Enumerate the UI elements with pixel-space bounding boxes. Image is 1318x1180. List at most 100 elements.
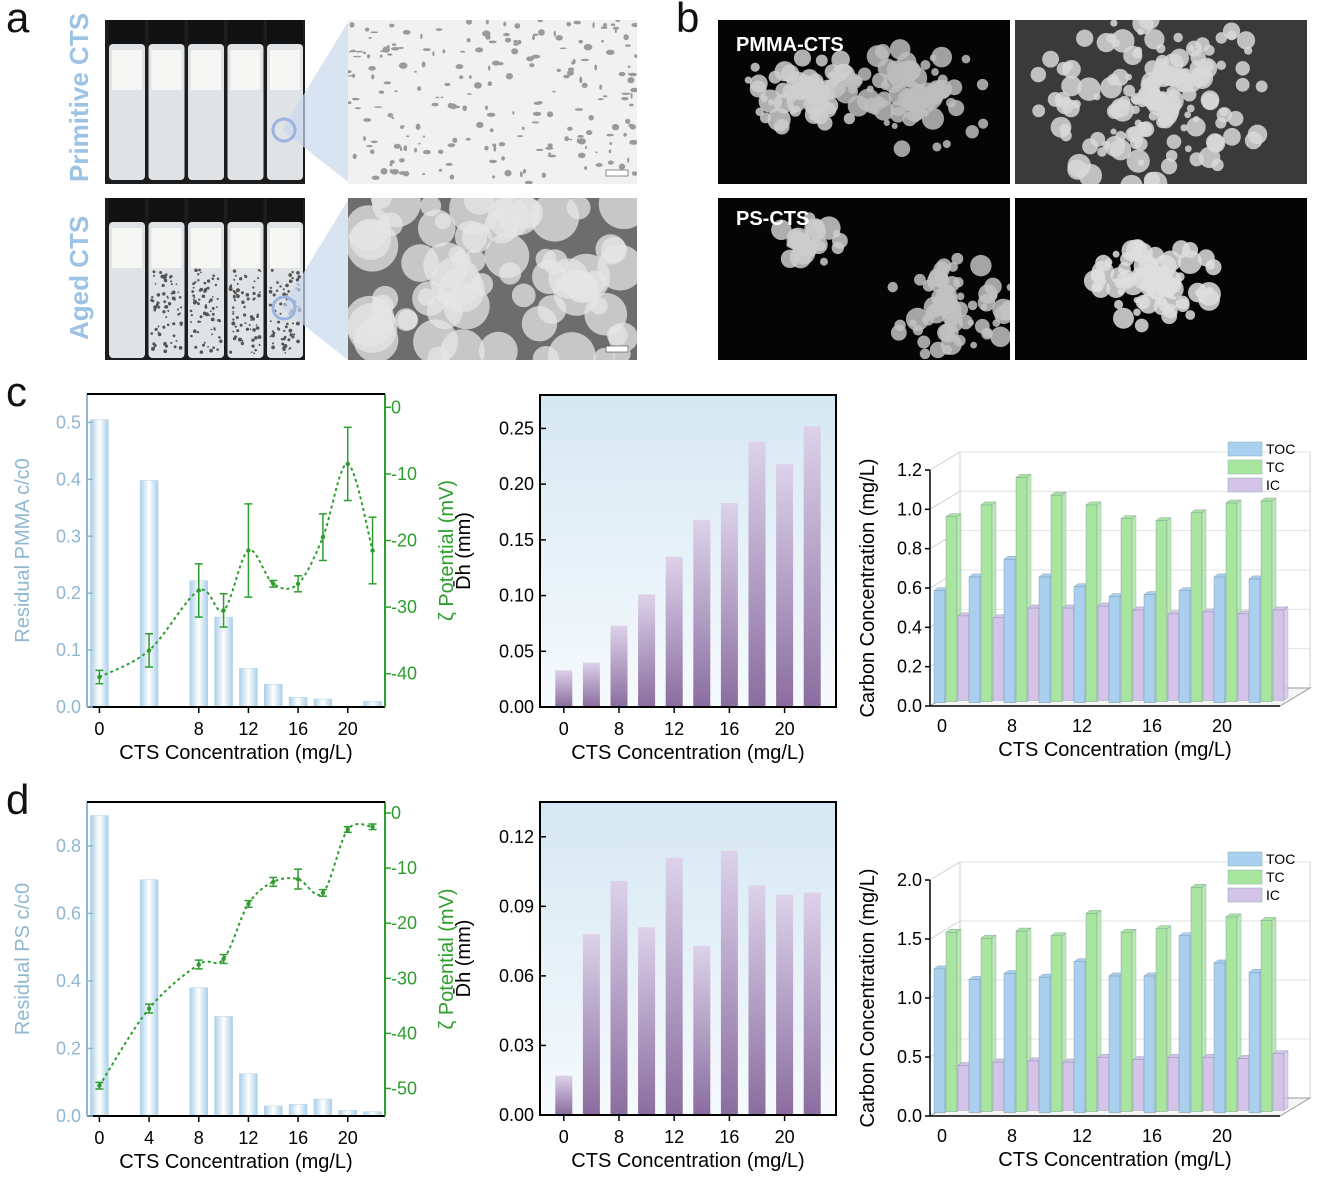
micro-particle <box>421 61 426 68</box>
x-tick-label: 12 <box>664 719 684 739</box>
panel-letter-a: a <box>6 0 30 41</box>
sem-floc <box>1097 147 1107 157</box>
bar-ic <box>1097 1057 1110 1111</box>
sem-floc <box>1205 286 1214 295</box>
bar-toc <box>1003 559 1016 704</box>
bar <box>748 885 766 1115</box>
vial-speck <box>288 328 293 333</box>
bar-toc <box>1038 976 1051 1113</box>
bar-toc <box>1003 973 1016 1114</box>
sem-floc <box>1186 117 1206 137</box>
micro-particle <box>503 32 510 37</box>
vial-speck <box>161 283 165 288</box>
micro-particle <box>460 50 466 53</box>
bar-toc <box>1073 586 1086 703</box>
micro-particle <box>349 22 355 28</box>
micro-particle <box>476 121 484 128</box>
vial-speck <box>269 335 272 338</box>
vial-speck <box>229 350 233 354</box>
vial-speck <box>171 322 175 325</box>
x-tick-label: 20 <box>1212 1126 1232 1146</box>
micro-particle <box>390 168 400 175</box>
y2-tick-label: -20 <box>391 913 417 933</box>
vial-speck <box>156 293 161 297</box>
vial-speck <box>252 291 256 296</box>
micro-particle <box>391 43 397 46</box>
vial-speck <box>165 316 168 319</box>
micro-particle <box>492 143 497 147</box>
bar-toc <box>1038 576 1051 704</box>
micro-floc <box>511 283 536 308</box>
micro-particle <box>452 137 458 143</box>
micro-particle <box>468 75 472 79</box>
ps-cts-flocs-2 <box>1083 239 1222 333</box>
sem-floc <box>760 95 768 103</box>
vial-cap <box>227 198 264 222</box>
vial-speck <box>204 305 208 309</box>
bar <box>139 480 159 708</box>
bar-tc <box>1155 520 1168 702</box>
bar-toc <box>1073 961 1086 1114</box>
micro-particle <box>610 23 616 27</box>
vial-speck <box>207 345 209 348</box>
sem-floc <box>942 140 951 149</box>
vial-speck <box>234 325 237 328</box>
vial-speck <box>259 291 261 294</box>
micro-particle <box>474 82 482 89</box>
micro-particle <box>588 114 594 121</box>
bar-ic <box>992 617 1005 701</box>
bar <box>264 1105 283 1117</box>
bar <box>665 556 683 707</box>
bar-tc <box>980 504 993 702</box>
vial-speck <box>194 345 198 349</box>
pmma-cts-image-1 <box>718 20 1010 184</box>
zeta-point <box>97 1083 102 1088</box>
sem-floc <box>977 293 996 312</box>
zeta-point <box>345 461 350 467</box>
ps-cts-label: PS-CTS <box>736 208 810 230</box>
y-axis-title: D̄h (mm) <box>452 512 475 590</box>
bar-ic <box>1237 1058 1250 1111</box>
vial-speck <box>232 269 237 273</box>
sem-floc <box>883 119 890 126</box>
sem-floc <box>1216 60 1227 71</box>
bar-tc <box>945 516 958 702</box>
vial-speck <box>232 312 235 315</box>
micro-particle <box>513 40 518 43</box>
vial-speck <box>170 283 173 286</box>
micro-particle <box>482 30 491 37</box>
vial-speck <box>154 283 157 285</box>
vial-speck <box>288 279 293 284</box>
x-tick-label: 16 <box>288 1128 308 1148</box>
sem-floc <box>1161 89 1184 112</box>
vial-cap <box>267 198 303 222</box>
micro-particle <box>573 20 581 25</box>
x-tick-label: 20 <box>338 719 358 739</box>
vial-speck <box>197 279 200 282</box>
micro-particle <box>371 175 380 181</box>
sem-floc <box>768 70 782 84</box>
sem-floc <box>1175 298 1190 312</box>
micro-particle <box>492 175 496 179</box>
micro-particle <box>475 47 484 53</box>
aged-micrograph-flocs <box>348 198 637 360</box>
vial-speck <box>249 315 254 319</box>
vial-speck <box>241 300 245 304</box>
vial-tag <box>270 50 300 90</box>
vial-speck <box>152 270 156 274</box>
micro-floc <box>566 271 598 304</box>
vial-speck <box>249 328 252 330</box>
sem-floc <box>912 108 924 120</box>
pmma-cts-flocs-2 <box>1030 20 1268 184</box>
micro-particle <box>615 20 621 22</box>
micro-particle <box>517 39 522 45</box>
vial-speck <box>254 348 257 352</box>
sem-floc <box>1200 90 1220 110</box>
vial-speck <box>239 323 243 327</box>
legend-label: TC <box>1266 459 1285 475</box>
sem-floc <box>1173 32 1183 43</box>
bar-ic <box>1202 611 1215 701</box>
sem-floc <box>948 298 959 309</box>
vial-speck <box>197 320 200 323</box>
vial-speck <box>198 268 201 272</box>
